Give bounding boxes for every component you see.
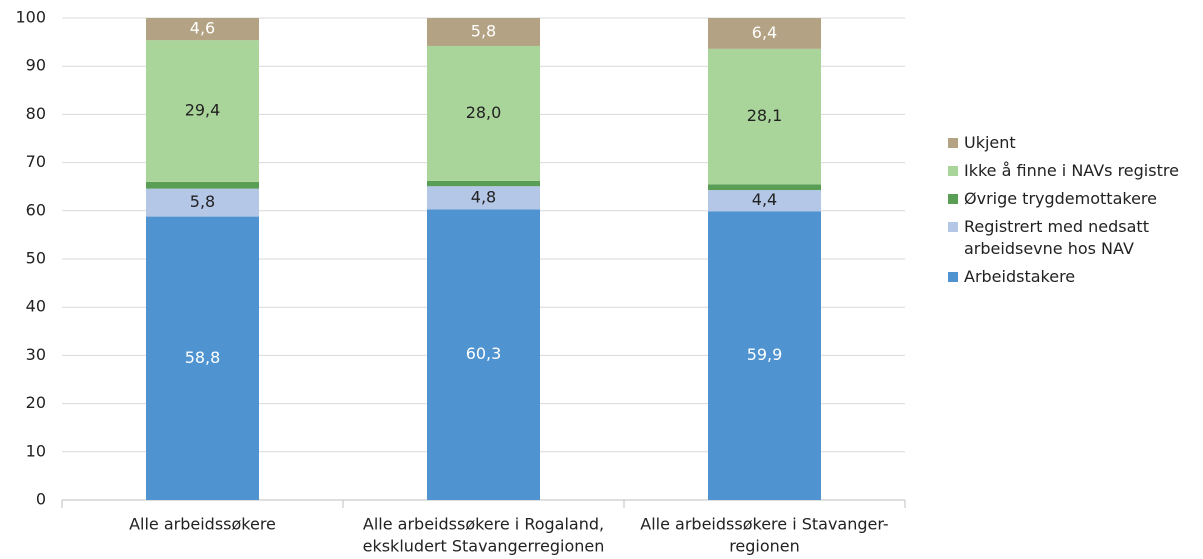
y-tick-label: 80: [26, 104, 46, 123]
bar-segment: [146, 181, 259, 189]
value-label: 4,6: [190, 19, 215, 38]
y-tick-label: 0: [36, 490, 46, 509]
bar-segment: [427, 45, 540, 181]
y-tick-label: 90: [26, 56, 46, 75]
y-tick-label: 30: [26, 345, 46, 364]
legend-label: Ukjent: [964, 133, 1016, 152]
value-label: 28,1: [747, 106, 783, 125]
legend-swatch: [948, 166, 958, 176]
legend-item: Arbeidstakere: [948, 266, 1198, 288]
legend-swatch: [948, 138, 958, 148]
legend: Ukjent Ikke å finne i NAVs registre Øvrige…: [948, 132, 1198, 294]
bar-segment: [708, 48, 821, 185]
bar-segment: [427, 186, 540, 210]
y-tick-label: 40: [26, 297, 46, 316]
x-tick-label: Alle arbeidssøkere i Rogaland,: [363, 515, 604, 534]
legend-label: Registrert med nedsatt arbeidsevne hos N…: [964, 217, 1149, 258]
y-tick-label: 50: [26, 249, 46, 268]
legend-swatch: [948, 194, 958, 204]
value-label: 5,8: [471, 21, 496, 40]
value-label: 58,8: [185, 348, 221, 367]
x-tick-label: ekskludert Stavangerregionen: [363, 537, 605, 556]
bar-segment: [708, 211, 821, 501]
bar-segment: [427, 180, 540, 187]
legend-label: Øvrige trygdemottakere: [964, 189, 1157, 208]
x-tick-label: regionen: [729, 537, 800, 556]
legend-item: Ikke å finne i NAVs registre: [948, 160, 1198, 182]
legend-item: Øvrige trygdemottakere: [948, 188, 1198, 210]
x-tick-label: Alle arbeidssøkere i Stavanger-: [640, 515, 888, 534]
legend-label: Ikke å finne i NAVs registre: [964, 161, 1179, 180]
bar-segment: [146, 40, 259, 182]
x-tick-label: Alle arbeidssøkere: [129, 515, 276, 534]
legend-swatch: [948, 272, 958, 282]
bar-segment: [146, 216, 259, 501]
bar-segment: [708, 184, 821, 191]
legend-label: Arbeidstakere: [964, 267, 1076, 286]
value-label: 28,0: [466, 103, 502, 122]
value-label: 59,9: [747, 345, 783, 364]
value-label: 4,4: [752, 190, 777, 209]
value-label: 6,4: [752, 23, 777, 42]
bar-segment: [146, 18, 259, 41]
value-label: 5,8: [190, 192, 215, 211]
y-tick-label: 10: [26, 441, 46, 460]
y-tick-label: 100: [15, 8, 46, 27]
y-tick-label: 20: [26, 393, 46, 412]
bar-segment: [708, 190, 821, 212]
y-tick-label: 60: [26, 200, 46, 219]
bar-segment: [146, 188, 259, 217]
bar-segment: [427, 18, 540, 46]
legend-swatch: [948, 222, 958, 232]
legend-item: Registrert med nedsatt arbeidsevne hos N…: [948, 216, 1198, 260]
value-label: 60,3: [466, 344, 502, 363]
value-label: 29,4: [185, 101, 221, 120]
bar-segment: [427, 209, 540, 500]
y-tick-label: 70: [26, 152, 46, 171]
legend-item: Ukjent: [948, 132, 1198, 154]
value-label: 4,8: [471, 187, 496, 206]
bar-segment: [708, 18, 821, 49]
